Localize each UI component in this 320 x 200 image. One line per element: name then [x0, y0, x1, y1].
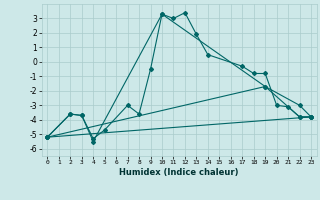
X-axis label: Humidex (Indice chaleur): Humidex (Indice chaleur) — [119, 168, 239, 177]
